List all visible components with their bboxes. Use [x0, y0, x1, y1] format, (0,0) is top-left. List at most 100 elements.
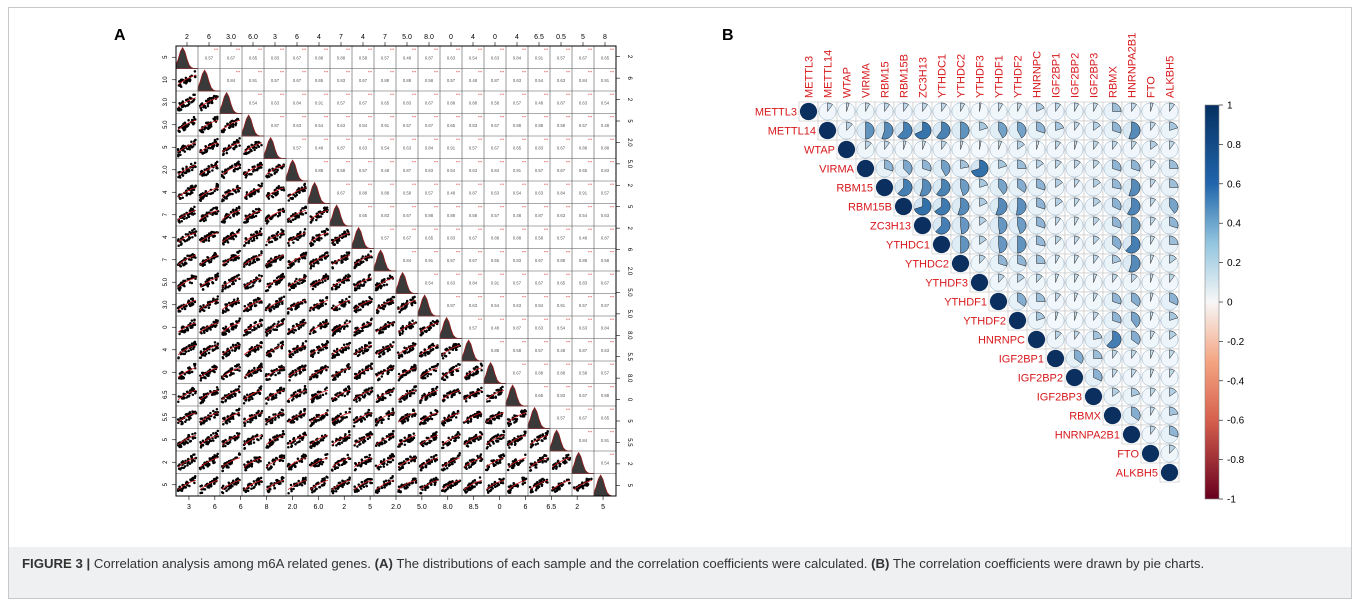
scatter-point	[253, 328, 256, 332]
significance-stars: ***	[214, 48, 219, 52]
significance-stars: ***	[412, 116, 417, 120]
scatter-point	[198, 194, 202, 197]
loess-curve	[287, 254, 307, 266]
scatter-point	[403, 346, 406, 349]
scatter-point	[287, 259, 291, 263]
figure-frame	[8, 7, 1352, 599]
significance-stars: ***	[302, 116, 307, 120]
scatter-point	[202, 196, 205, 199]
density-curve	[351, 226, 374, 249]
correlation-value: 0.57	[381, 55, 390, 60]
correlation-value: 0.91	[513, 168, 522, 173]
scatter-cell	[397, 295, 417, 314]
scatter-point	[398, 332, 402, 335]
scatter-point	[227, 167, 230, 170]
scatter-point	[364, 280, 367, 284]
scatter-point	[311, 287, 315, 291]
scatter-point	[220, 129, 224, 132]
significance-stars: ***	[324, 161, 329, 165]
scatter-point	[191, 145, 195, 148]
significance-stars: ***	[456, 296, 461, 300]
scatter-cell	[286, 318, 307, 336]
scatter-point	[200, 102, 204, 105]
scatter-point	[265, 372, 268, 376]
scatter-point	[225, 329, 228, 333]
scatter-point	[191, 387, 194, 390]
scatter-point	[210, 192, 214, 195]
scatter-point	[189, 348, 193, 351]
significance-stars: ***	[302, 71, 307, 75]
scatter-point	[178, 221, 181, 224]
significance-stars: ***	[456, 251, 461, 255]
scatter-point	[187, 169, 191, 173]
correlation-value: 0.58	[403, 190, 412, 195]
correlation-value: 0.84	[557, 190, 566, 195]
correlation-value: 0.54	[425, 280, 434, 285]
significance-stars: ***	[610, 318, 615, 322]
scatter-point	[210, 230, 213, 234]
correlation-value: 0.88	[447, 100, 456, 105]
significance-stars: ***	[412, 71, 417, 75]
scatter-point	[231, 372, 234, 376]
scatter-point	[258, 279, 261, 283]
scatter-point	[280, 319, 284, 323]
scatter-cell	[352, 386, 374, 403]
correlation-value: 0.65	[579, 168, 588, 173]
scatter-point	[187, 235, 191, 239]
scatter-point	[480, 369, 483, 372]
scatter-cell	[286, 251, 308, 270]
scatter-cell	[177, 184, 197, 200]
scatter-point	[234, 258, 237, 262]
density-curve	[307, 181, 330, 204]
loess-curve	[309, 232, 329, 243]
loess-curve	[177, 142, 197, 153]
significance-stars: ***	[610, 161, 615, 165]
scatter-point	[189, 258, 192, 261]
scatter-point	[345, 324, 349, 328]
scatter-point	[335, 347, 339, 351]
scatter-point	[388, 274, 392, 278]
scatter-point	[290, 264, 294, 267]
scatter-point	[277, 343, 280, 347]
scatter-point	[257, 409, 260, 413]
scatter-cell	[176, 93, 196, 112]
loess-curve	[177, 119, 197, 131]
significance-stars: ***	[456, 183, 461, 187]
scatter-point	[301, 189, 305, 193]
scatter-point	[243, 418, 246, 421]
matrix-cells: 0.57***0.67***0.65***0.83***0.67***0.88*…	[175, 46, 616, 497]
scatter-point	[297, 260, 300, 263]
scatter-point	[410, 325, 413, 328]
scatter-cell	[309, 340, 330, 359]
scatter-point	[251, 284, 255, 287]
correlation-value: 0.67	[337, 190, 346, 195]
scatter-point	[431, 387, 435, 391]
significance-stars: ***	[456, 206, 461, 210]
scatter-point	[209, 260, 213, 263]
scatter-point	[308, 418, 312, 422]
scatter-point	[237, 347, 241, 350]
scatter-point	[266, 175, 270, 178]
scatter-cell	[287, 273, 307, 292]
scatter-point	[325, 413, 329, 417]
scatter-point	[259, 166, 262, 169]
scatter-point	[259, 233, 263, 237]
significance-stars: ***	[544, 138, 549, 142]
scatter-point	[282, 275, 285, 279]
scatter-point	[326, 409, 329, 412]
scatter-point	[207, 232, 211, 235]
significance-stars: ***	[324, 71, 329, 75]
correlation-value: 0.58	[535, 235, 544, 240]
scatter-point	[270, 369, 273, 373]
correlation-value: 0.83	[557, 393, 566, 398]
scatter-point	[185, 418, 188, 422]
scatter-point	[226, 419, 229, 422]
scatter-point	[287, 199, 291, 202]
significance-stars: ***	[500, 296, 505, 300]
correlation-value: 0.58	[469, 213, 478, 218]
scatter-point	[318, 299, 322, 302]
scatter-cell	[287, 182, 307, 202]
scatter-point	[298, 348, 302, 352]
scatter-point	[207, 236, 211, 240]
scatter-point	[304, 251, 308, 254]
